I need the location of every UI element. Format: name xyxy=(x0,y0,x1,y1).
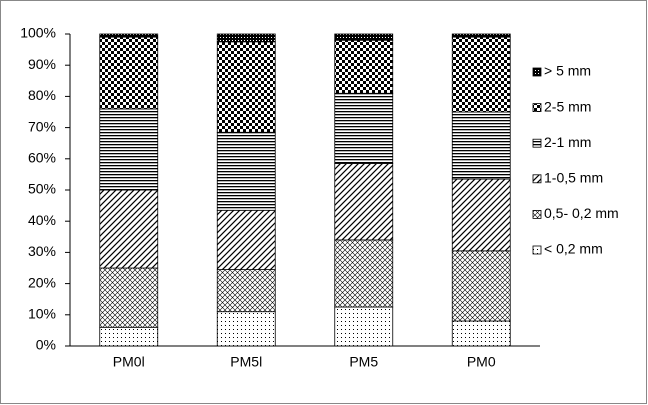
y-tick-label: 0% xyxy=(36,337,56,353)
y-tick-label: 70% xyxy=(28,118,56,134)
bar-segment xyxy=(334,306,394,347)
legend-swatch xyxy=(532,245,542,255)
bar-segment xyxy=(99,108,159,191)
legend-label: < 0,2 mm xyxy=(544,241,603,257)
y-tick-label: 30% xyxy=(28,243,56,259)
legend-swatch xyxy=(532,138,542,148)
bar-segment xyxy=(334,33,394,41)
bar-segment xyxy=(99,189,159,269)
bar-segment xyxy=(216,311,276,347)
legend-swatch xyxy=(532,174,542,184)
y-tick-label: 10% xyxy=(28,306,56,322)
bar-segment xyxy=(451,178,511,252)
x-tick-label: PM0l xyxy=(113,354,145,370)
bar-segment xyxy=(99,33,159,38)
y-tick-label: 90% xyxy=(28,56,56,72)
x-tick-label: PM5 xyxy=(349,354,378,370)
y-tick-label: 50% xyxy=(28,181,56,197)
bar-segment xyxy=(334,39,394,94)
legend-label: > 5 mm xyxy=(544,63,591,79)
bar-segment xyxy=(451,36,511,113)
x-tick-label: PM5l xyxy=(230,354,262,370)
legend-label: 0,5- 0,2 mm xyxy=(544,205,619,221)
bar-segment xyxy=(451,250,511,322)
bar-segment xyxy=(216,33,276,43)
bar-segment xyxy=(216,269,276,313)
bar-segment xyxy=(451,111,511,180)
bar-segment xyxy=(216,209,276,270)
y-tick-label: 20% xyxy=(28,274,56,290)
legend-label: 1-0,5 mm xyxy=(544,170,603,186)
bar-segment xyxy=(99,326,159,347)
y-tick-label: 60% xyxy=(28,150,56,166)
bar-segment xyxy=(99,36,159,110)
y-tick-label: 80% xyxy=(28,87,56,103)
legend-swatch xyxy=(532,209,542,219)
bar-segment xyxy=(216,131,276,211)
x-tick-label: PM0 xyxy=(467,354,496,370)
bar-segment xyxy=(451,320,511,347)
bar-segment xyxy=(334,163,394,241)
legend-label: 2-5 mm xyxy=(544,98,591,114)
bar-segment xyxy=(216,41,276,133)
legend-swatch xyxy=(532,103,542,112)
bar-segment xyxy=(334,92,394,164)
legend-swatch xyxy=(532,67,542,77)
y-tick-label: 100% xyxy=(20,25,56,41)
bar-segment xyxy=(99,267,159,328)
bar-segment xyxy=(451,33,511,38)
legend-label: 2-1 mm xyxy=(544,134,591,150)
bar-segment xyxy=(334,239,394,308)
y-tick-label: 40% xyxy=(28,212,56,228)
